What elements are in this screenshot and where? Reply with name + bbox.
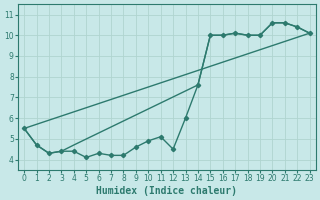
X-axis label: Humidex (Indice chaleur): Humidex (Indice chaleur) <box>96 186 237 196</box>
